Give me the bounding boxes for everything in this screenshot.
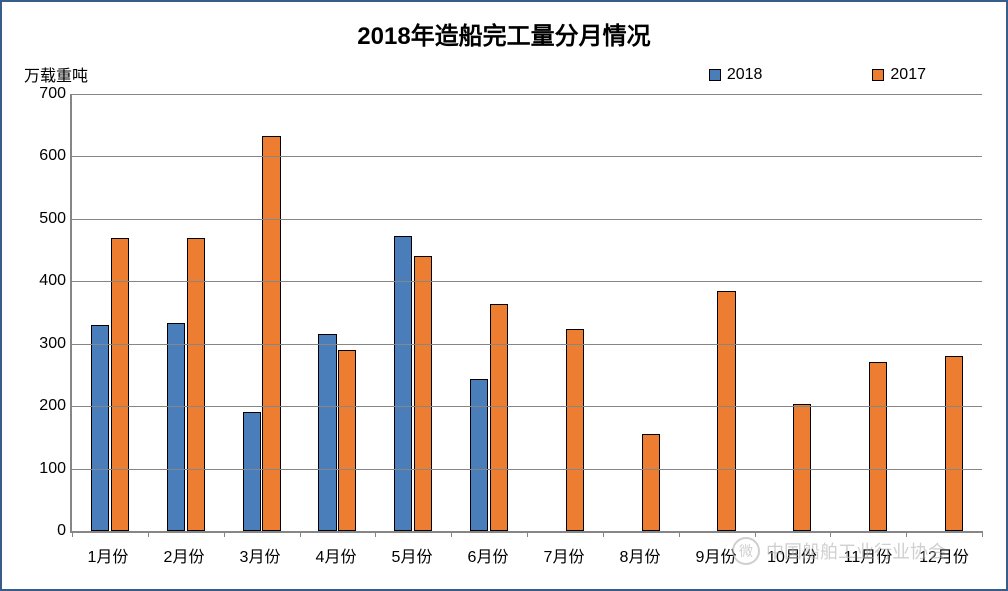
x-tick-mark bbox=[148, 531, 149, 537]
x-tick-label: 9月份 bbox=[696, 543, 737, 567]
bar-2017 bbox=[642, 434, 660, 531]
gridline bbox=[72, 406, 982, 407]
chart-title: 2018年造船完工量分月情况 bbox=[2, 2, 1006, 51]
x-tick-label: 4月份 bbox=[316, 543, 357, 567]
x-tick-mark bbox=[830, 531, 831, 537]
x-tick-label: 11月份 bbox=[844, 543, 893, 567]
legend-swatch-2018 bbox=[709, 69, 721, 81]
bar-2018 bbox=[318, 334, 336, 531]
y-tick-label: 500 bbox=[32, 210, 66, 228]
x-tick-mark bbox=[755, 531, 756, 537]
gridline bbox=[72, 94, 982, 95]
bar-2018 bbox=[167, 323, 185, 531]
gridline bbox=[72, 219, 982, 220]
legend: 2018 2017 bbox=[709, 66, 926, 84]
chart-container: 2018年造船完工量分月情况 万载重吨 2018 2017 0100200300… bbox=[0, 0, 1008, 591]
x-tick-mark bbox=[982, 531, 983, 537]
y-tick-label: 100 bbox=[32, 460, 66, 478]
y-tick-label: 600 bbox=[32, 147, 66, 165]
x-tick-mark bbox=[375, 531, 376, 537]
x-tick-mark bbox=[527, 531, 528, 537]
bar-2017 bbox=[717, 291, 735, 531]
bar-2017 bbox=[869, 362, 887, 531]
x-tick-label: 5月份 bbox=[392, 543, 433, 567]
x-tick-label: 7月份 bbox=[544, 543, 585, 567]
bar-2017 bbox=[262, 136, 280, 531]
y-tick-label: 200 bbox=[32, 397, 66, 415]
gridline bbox=[72, 156, 982, 157]
x-tick-label: 12月份 bbox=[919, 543, 969, 567]
legend-swatch-2017 bbox=[872, 69, 884, 81]
bar-2017 bbox=[793, 404, 811, 531]
x-tick-mark bbox=[451, 531, 452, 537]
bar-2017 bbox=[945, 356, 963, 531]
legend-item: 2017 bbox=[872, 66, 926, 84]
x-tick-label: 10月份 bbox=[767, 543, 817, 567]
x-tick-mark bbox=[679, 531, 680, 537]
gridline bbox=[72, 469, 982, 470]
y-tick-label: 0 bbox=[32, 522, 66, 540]
gridline bbox=[72, 344, 982, 345]
bar-2018 bbox=[91, 325, 109, 531]
x-axis-labels: 1月份2月份3月份4月份5月份6月份7月份8月份9月份10月份11月份12月份 bbox=[70, 543, 982, 563]
y-tick-label: 300 bbox=[32, 335, 66, 353]
plot-inner: 0100200300400500600700 bbox=[70, 94, 982, 533]
bar-2018 bbox=[243, 412, 261, 531]
legend-label: 2018 bbox=[727, 66, 763, 84]
x-tick-mark bbox=[906, 531, 907, 537]
x-tick-label: 1月份 bbox=[88, 543, 129, 567]
x-tick-label: 8月份 bbox=[620, 543, 661, 567]
bar-2017 bbox=[566, 329, 584, 531]
y-axis-label: 万载重吨 bbox=[24, 62, 88, 86]
x-tick-mark bbox=[224, 531, 225, 537]
bar-2018 bbox=[394, 236, 412, 531]
x-tick-mark bbox=[603, 531, 604, 537]
legend-item: 2018 bbox=[709, 66, 763, 84]
y-tick-label: 700 bbox=[32, 85, 66, 103]
plot-area: 0100200300400500600700 bbox=[70, 94, 982, 533]
gridline bbox=[72, 281, 982, 282]
bar-2017 bbox=[414, 256, 432, 531]
bar-2017 bbox=[338, 350, 356, 531]
legend-label: 2017 bbox=[890, 66, 926, 84]
bar-2018 bbox=[470, 379, 488, 531]
y-tick-label: 400 bbox=[32, 272, 66, 290]
bar-2017 bbox=[490, 304, 508, 531]
x-tick-label: 6月份 bbox=[468, 543, 509, 567]
x-tick-mark bbox=[300, 531, 301, 537]
x-tick-mark bbox=[72, 531, 73, 537]
bars-layer bbox=[72, 94, 982, 531]
x-tick-label: 2月份 bbox=[164, 543, 205, 567]
x-tick-label: 3月份 bbox=[240, 543, 281, 567]
